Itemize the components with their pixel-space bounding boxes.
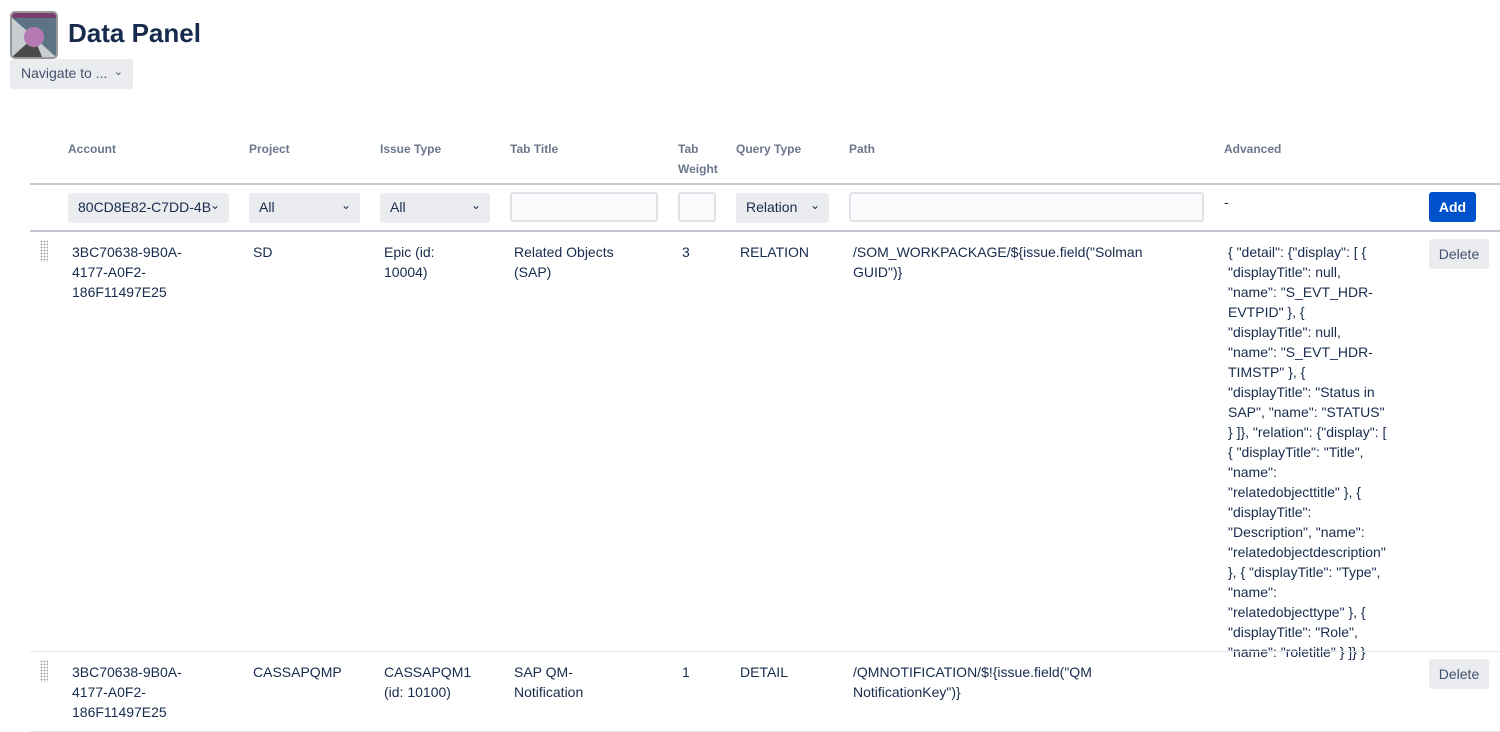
tab-weight-input[interactable] [678,192,716,222]
row-account: 3BC70638-9B0A-4177-A0F2-186F11497E25 [72,244,182,300]
row-project: CASSAPQMP [253,664,342,680]
col-query-type: Query Type [736,142,802,156]
path-input[interactable] [849,192,1204,222]
row-tab-title: SAP QM-Notification [514,664,584,700]
chevron-down-icon: ⌄ [809,198,820,212]
project-select[interactable]: All ⌄ [249,193,360,223]
col-issue-type: Issue Type [380,142,442,156]
col-project: Project [249,142,290,156]
row-issue-type: Epic (id: 10004) [384,244,435,280]
row-query-type: RELATION [740,244,809,260]
col-tab-title: Tab Title [510,142,559,156]
project-select-value: All [259,199,275,215]
header-divider [30,183,1500,185]
delete-button[interactable]: Delete [1429,239,1489,269]
filter-divider [30,230,1500,232]
account-select[interactable]: 80CD8E82-C7DD-4B ⌄ [68,193,229,223]
chevron-down-icon: ⌄ [209,198,220,212]
row-tab-weight: 1 [682,664,690,680]
drag-handle-icon[interactable] [40,660,48,682]
col-path: Path [849,142,876,156]
col-advanced: Advanced [1224,142,1282,156]
row-tab-weight: 3 [682,244,690,260]
row-divider [30,651,1500,652]
query-type-select-value: Relation [746,199,798,215]
chevron-down-icon: ⌄ [470,198,481,212]
row-account: 3BC70638-9B0A-4177-A0F2-186F11497E25 [72,664,182,720]
advanced-placeholder: - [1224,194,1229,210]
navigate-dropdown[interactable]: Navigate to ... ⌄ [10,59,133,89]
chevron-down-icon: ⌄ [340,198,351,212]
col-account: Account [68,142,116,156]
chevron-down-icon: ⌄ [113,66,123,78]
account-select-value: 80CD8E82-C7DD-4B [78,199,212,215]
delete-button[interactable]: Delete [1429,659,1489,689]
add-button[interactable]: Add [1429,192,1476,222]
tab-title-input[interactable] [510,192,658,222]
row-query-type: DETAIL [740,664,788,680]
row-issue-type: CASSAPQM1 (id: 10100) [384,664,472,700]
row-path: /SOM_WORKPACKAGE/${issue.field("Solman G… [853,244,1143,280]
page-title: Data Panel [68,18,201,48]
query-type-select[interactable]: Relation ⌄ [736,193,829,223]
row-project: SD [253,244,273,260]
row-advanced: { "detail": {"display": [ { "displayTitl… [1228,244,1387,660]
col-tab-weight: Tab Weight [678,142,718,176]
row-tab-title: Related Objects (SAP) [514,244,614,280]
navigate-label: Navigate to ... [21,65,108,81]
row-path: /QMNOTIFICATION/$!{issue.field("QM Notif… [853,664,1092,700]
issue-type-select[interactable]: All ⌄ [380,193,490,223]
drag-handle-icon[interactable] [40,240,48,262]
issue-type-select-value: All [390,199,406,215]
app-logo [10,11,58,59]
